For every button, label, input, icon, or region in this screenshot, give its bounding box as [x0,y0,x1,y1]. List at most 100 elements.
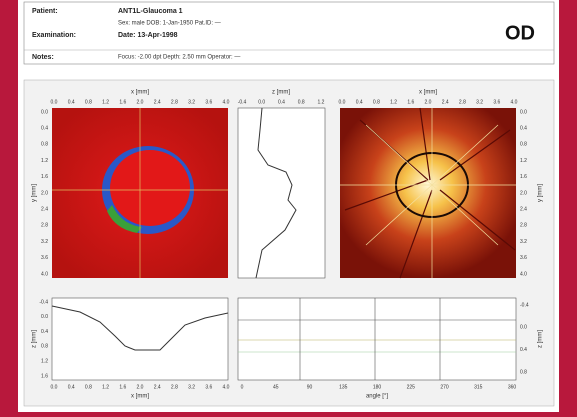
y-tick-label: 1.2 [41,158,48,164]
report: Patient: ANT1L-Glaucoma 1 Sex: male DOB:… [0,0,577,412]
y-tick-label: 2.8 [520,223,527,229]
x-tick-label: 0.8 [85,99,92,105]
x-tick-label: 270 [440,384,449,390]
x-axis-label: x [mm] [131,394,149,400]
x-tick-label: 2.0 [425,99,432,105]
x-tick-label: 135 [339,384,348,390]
x-tick-label: 0.4 [278,99,285,105]
x-axis-label: x [mm] [131,90,149,96]
profile-frame [238,108,325,278]
x-tick-label: 4.0 [511,99,518,105]
y-tick-label: 3.2 [520,239,527,245]
x-tick-label: 2.8 [171,99,178,105]
x-tick-label: 0.0 [51,384,58,390]
x-tick-label: -0.4 [238,99,247,105]
y-tick-label: -0.4 [39,299,48,305]
y-tick-label: 2.4 [41,207,48,213]
y-tick-label: 2.0 [520,190,527,196]
y-axis-label: y [mm] [32,184,38,202]
y-tick-label: 1.6 [41,174,48,180]
x-tick-label: 3.6 [205,384,212,390]
y-tick-label: 0.4 [41,126,48,132]
x-tick-label: 2.4 [442,99,449,105]
x-tick-label: 1.2 [102,99,109,105]
x-tick-label: 45 [273,384,279,390]
x-tick-label: 0.0 [258,99,265,105]
x-axis-label: angle [°] [366,394,388,400]
y-tick-label: 0.8 [41,142,48,148]
x-tick-label: 315 [474,384,483,390]
y-tick-label: 0.8 [520,142,527,148]
x-tick-label: 3.2 [476,99,483,105]
x-tick-label: 0.4 [68,99,75,105]
y-tick-label: 3.6 [41,255,48,261]
value: ANT1L-Glaucoma 1 [118,8,183,15]
x-tick-label: 0.0 [339,99,346,105]
y-tick-label: 2.8 [41,223,48,229]
x-tick-label: 0 [241,384,244,390]
y-tick-label: 2.0 [41,190,48,196]
y-tick-label: 1.6 [520,174,527,180]
y-tick-label: 0.0 [520,109,527,115]
x-tick-label: 3.6 [493,99,500,105]
value: Sex: male DOB: 1-Jan-1950 Pat.ID: — [118,21,221,27]
y-tick-label: 0.4 [41,329,48,335]
x-tick-label: 1.6 [119,99,126,105]
y-tick-label: 0.0 [41,314,48,320]
y-tick-label: 1.2 [41,359,48,365]
header-box [24,2,554,64]
label: Examination: [32,32,76,39]
x-tick-label: 0.4 [68,384,75,390]
x-tick-label: 2.0 [137,384,144,390]
y-tick-label: 4.0 [41,271,48,277]
y-axis-label: z [mm] [538,330,544,348]
x-tick-label: 0.8 [298,99,305,105]
y-tick-label: 2.4 [520,207,527,213]
contour-frame [238,298,516,380]
x-tick-label: 4.0 [223,384,230,390]
x-tick-label: 1.2 [102,384,109,390]
y-tick-label: 0.4 [520,347,527,353]
cup [110,150,190,226]
x-tick-label: 3.2 [188,99,195,105]
y-tick-label: 3.2 [41,239,48,245]
x-axis-label: z [mm] [272,90,290,96]
y-tick-label: 0.4 [520,126,527,132]
x-tick-label: 0.0 [51,99,58,105]
x-tick-label: 2.8 [459,99,466,105]
reflectance-image [340,108,516,278]
label: Patient: [32,8,58,15]
x-tick-label: 2.4 [154,99,161,105]
y-axis-label: y [mm] [538,184,544,202]
x-tick-label: 180 [373,384,382,390]
x-tick-label: 3.2 [188,384,195,390]
y-tick-label: 0.0 [41,109,48,115]
x-tick-label: 3.6 [205,99,212,105]
y-tick-label: 0.8 [41,344,48,350]
x-tick-label: 1.6 [119,384,126,390]
x-tick-label: 225 [407,384,416,390]
y-tick-label: 4.0 [520,271,527,277]
label: Notes: [32,54,54,61]
x-tick-label: 360 [508,384,517,390]
x-tick-label: 90 [307,384,313,390]
x-tick-label: 1.2 [390,99,397,105]
x-tick-label: 2.4 [154,384,161,390]
profile-frame [52,298,228,380]
page: Patient: ANT1L-Glaucoma 1 Sex: male DOB:… [0,0,577,412]
x-tick-label: 2.0 [137,99,144,105]
x-tick-label: 2.8 [171,384,178,390]
y-tick-label: 0.8 [520,369,527,375]
y-tick-label: 1.6 [41,373,48,379]
value: Focus: -2.00 dpt Depth: 2.50 mm Operator… [118,55,240,61]
x-tick-label: 1.6 [407,99,414,105]
x-tick-label: 4.0 [223,99,230,105]
x-tick-label: 0.8 [373,99,380,105]
y-tick-label: 0.0 [520,325,527,331]
x-axis-label: x [mm] [419,90,437,96]
x-tick-label: 0.8 [85,384,92,390]
y-tick-label: -0.4 [520,302,529,308]
y-tick-label: 3.6 [520,255,527,261]
y-axis-label: z [mm] [32,330,38,348]
x-tick-label: 1.2 [318,99,325,105]
